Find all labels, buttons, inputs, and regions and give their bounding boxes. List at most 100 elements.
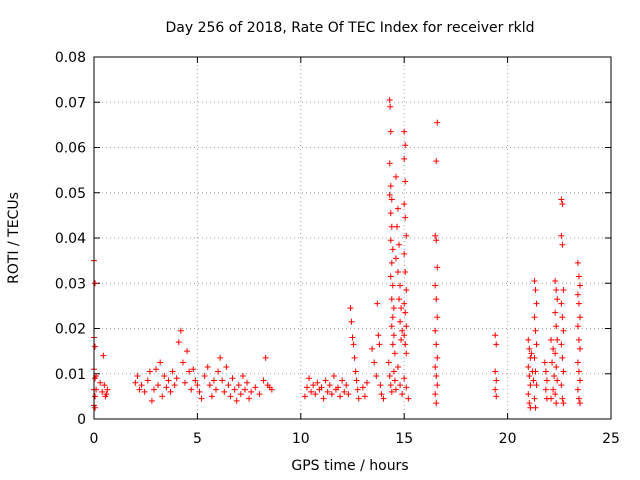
data-point bbox=[403, 350, 410, 357]
data-point bbox=[248, 388, 255, 395]
data-point bbox=[347, 305, 354, 312]
data-point bbox=[493, 377, 500, 384]
data-point bbox=[493, 393, 500, 400]
data-point bbox=[308, 388, 315, 395]
data-point bbox=[528, 350, 535, 357]
data-point bbox=[229, 375, 236, 382]
data-point bbox=[403, 232, 410, 239]
data-point bbox=[387, 210, 394, 217]
data-point bbox=[380, 395, 387, 402]
data-point bbox=[558, 341, 565, 348]
data-point bbox=[354, 386, 361, 393]
data-point bbox=[399, 327, 406, 334]
data-point bbox=[433, 237, 440, 244]
data-point bbox=[532, 287, 539, 294]
data-point bbox=[531, 277, 538, 284]
data-point bbox=[527, 404, 534, 411]
data-point bbox=[560, 368, 567, 375]
data-point bbox=[260, 377, 267, 384]
data-point bbox=[402, 268, 409, 275]
data-point bbox=[312, 391, 319, 398]
x-axis-label: GPS time / hours bbox=[291, 458, 408, 474]
data-point bbox=[575, 336, 582, 343]
data-point bbox=[493, 341, 500, 348]
data-point bbox=[157, 359, 164, 366]
data-point bbox=[399, 391, 406, 398]
data-point bbox=[403, 384, 410, 391]
data-point bbox=[526, 373, 533, 380]
data-point bbox=[532, 404, 539, 411]
data-point bbox=[100, 352, 107, 359]
data-point bbox=[558, 382, 565, 389]
data-point bbox=[376, 341, 383, 348]
data-point bbox=[314, 379, 321, 386]
data-point bbox=[386, 160, 393, 167]
data-point bbox=[531, 395, 538, 402]
data-point bbox=[179, 359, 186, 366]
data-point bbox=[576, 314, 583, 321]
data-point bbox=[196, 388, 203, 395]
data-point bbox=[235, 382, 242, 389]
data-point bbox=[559, 201, 566, 208]
data-point bbox=[553, 287, 560, 294]
data-point bbox=[252, 384, 259, 391]
data-point bbox=[434, 382, 441, 389]
data-point bbox=[246, 395, 253, 402]
data-point bbox=[138, 382, 145, 389]
data-point bbox=[198, 395, 205, 402]
data-point bbox=[201, 373, 208, 380]
data-point bbox=[403, 323, 410, 330]
data-point bbox=[371, 359, 378, 366]
data-point bbox=[97, 379, 104, 386]
data-point bbox=[432, 282, 439, 289]
data-point bbox=[559, 395, 566, 402]
data-point bbox=[397, 318, 404, 325]
data-point bbox=[219, 377, 226, 384]
y-tick-label: 0 bbox=[77, 412, 86, 428]
data-point bbox=[173, 375, 180, 382]
data-point bbox=[401, 375, 408, 382]
data-point bbox=[492, 332, 499, 339]
data-point bbox=[434, 264, 441, 271]
data-point bbox=[575, 300, 582, 307]
data-point bbox=[349, 334, 356, 341]
data-points bbox=[91, 96, 583, 411]
data-point bbox=[434, 119, 441, 126]
data-point bbox=[397, 382, 404, 389]
data-point bbox=[339, 377, 346, 384]
data-point bbox=[401, 250, 408, 257]
data-point bbox=[363, 379, 370, 386]
data-point bbox=[574, 323, 581, 330]
data-point bbox=[169, 368, 176, 375]
data-point bbox=[548, 395, 555, 402]
data-point bbox=[575, 273, 582, 280]
data-point bbox=[206, 382, 213, 389]
data-point bbox=[262, 354, 269, 361]
data-point bbox=[398, 305, 405, 312]
data-point bbox=[553, 400, 560, 407]
data-point bbox=[533, 341, 540, 348]
data-point bbox=[402, 178, 409, 185]
data-point bbox=[559, 241, 566, 248]
data-point bbox=[223, 363, 230, 370]
data-point bbox=[403, 287, 410, 294]
y-tick-label: 0.02 bbox=[55, 322, 86, 338]
data-point bbox=[181, 379, 188, 386]
data-point bbox=[389, 341, 396, 348]
data-point bbox=[375, 332, 382, 339]
data-point bbox=[92, 404, 99, 411]
data-point bbox=[320, 395, 327, 402]
data-point bbox=[391, 350, 398, 357]
y-tick-label: 0.04 bbox=[55, 231, 86, 247]
data-point bbox=[99, 388, 106, 395]
x-tick-label: 10 bbox=[292, 431, 310, 447]
data-point bbox=[552, 391, 559, 398]
data-point bbox=[389, 314, 396, 321]
data-point bbox=[148, 397, 155, 404]
data-point bbox=[186, 368, 193, 375]
x-tick-label: 25 bbox=[602, 431, 620, 447]
data-point bbox=[188, 386, 195, 393]
data-point bbox=[542, 386, 549, 393]
data-point bbox=[533, 382, 540, 389]
